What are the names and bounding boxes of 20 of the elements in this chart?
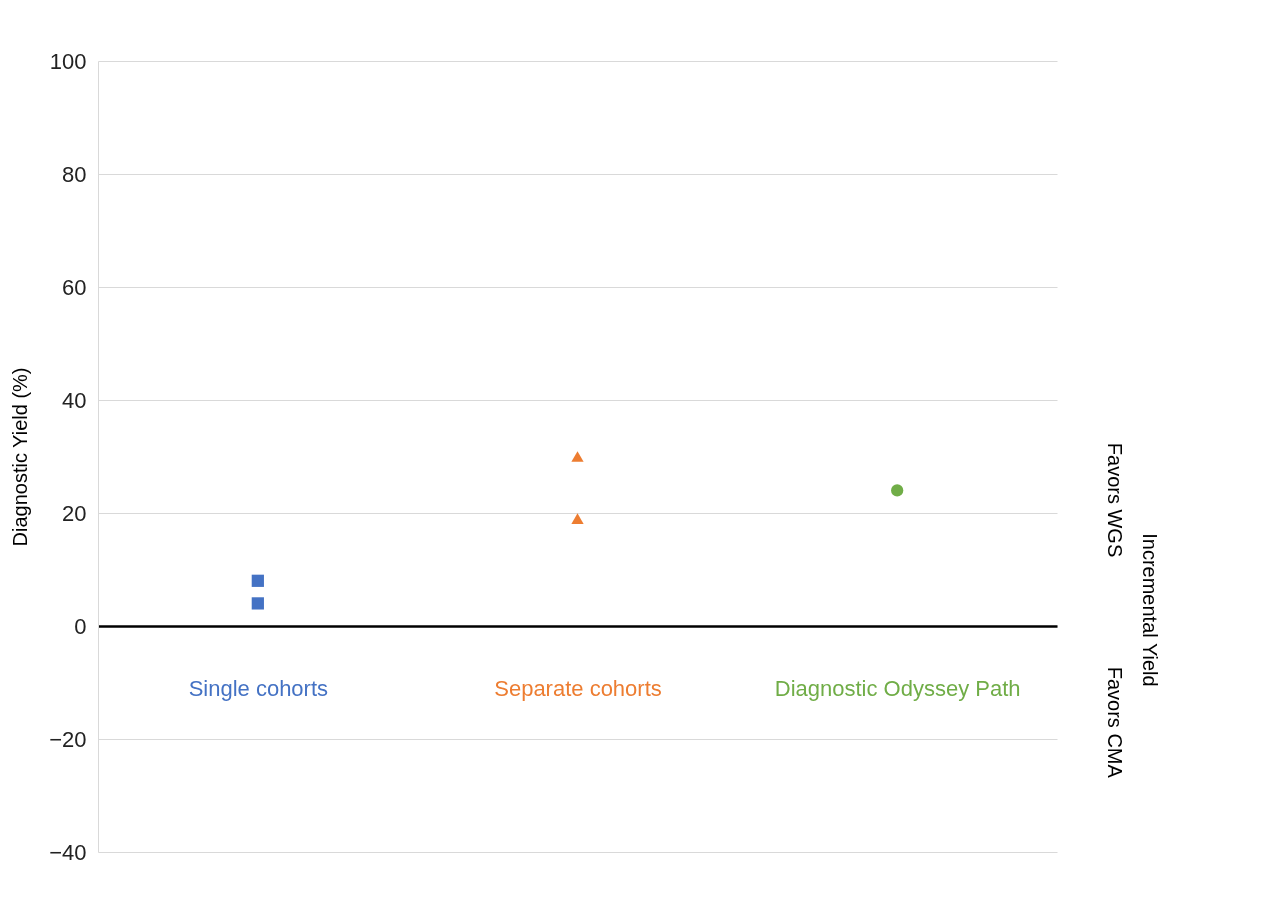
x-tick-label: Single cohorts (188, 675, 329, 701)
point (251, 574, 264, 587)
y-tick-label: 100 (49, 48, 87, 74)
point (891, 484, 904, 497)
y-tick-label: 60 (62, 274, 87, 300)
x-tick-label: Separate cohorts (494, 675, 662, 701)
y-tick-label: 80 (62, 161, 87, 187)
text: Incremental Yield (1139, 533, 1161, 687)
point (571, 451, 584, 462)
y-tick-label: −20 (49, 726, 87, 752)
point (251, 597, 264, 610)
text: Favors WGS (1104, 442, 1126, 558)
y-tick-label: 20 (62, 500, 87, 526)
text: Favors CMA (1104, 666, 1126, 779)
y-tick-label: −40 (49, 839, 87, 865)
point (571, 513, 584, 524)
y-axis-title: Diagnostic Yield (%) (9, 367, 32, 547)
y-tick-label: 0 (74, 613, 87, 639)
x-tick-label: Diagnostic Odyssey Path (774, 675, 1021, 701)
y-tick-label: 40 (62, 387, 87, 413)
